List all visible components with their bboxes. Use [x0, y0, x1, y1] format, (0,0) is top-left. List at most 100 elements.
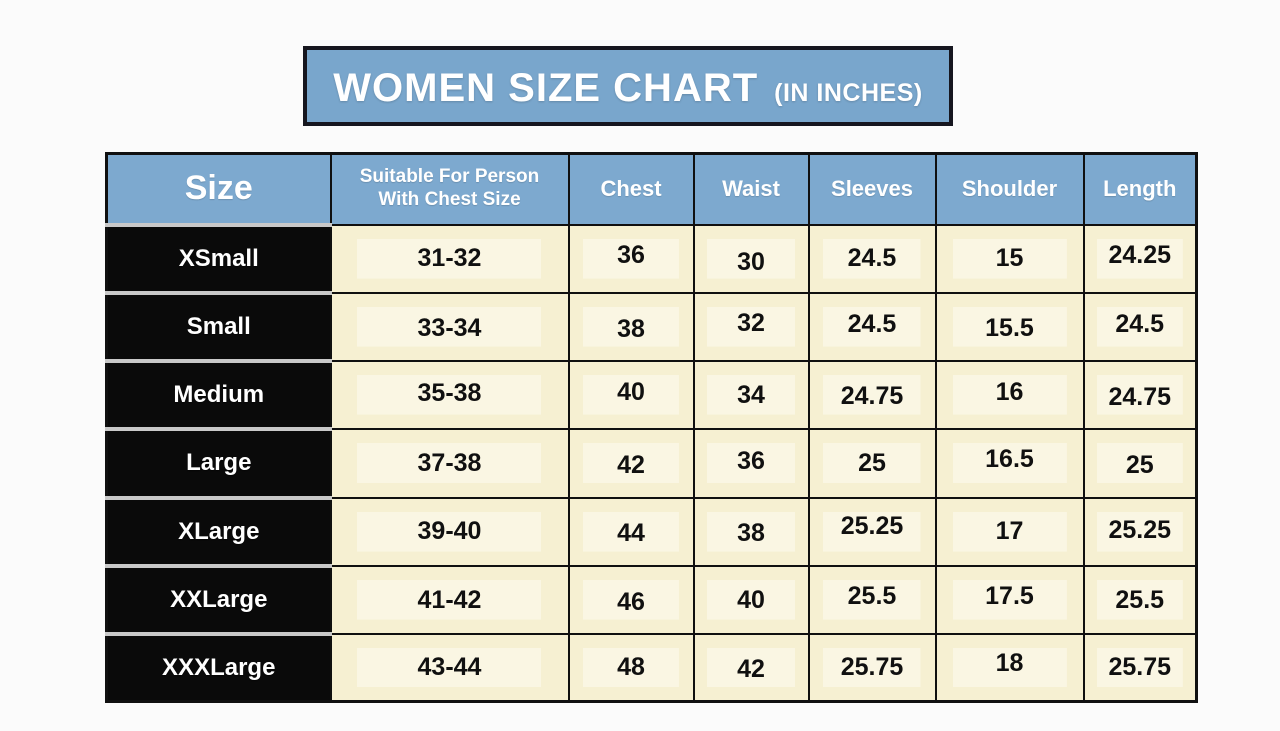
cell-value: 25.25 [840, 512, 904, 541]
cell-chest: 36 [567, 223, 695, 294]
cell-value: 24.5 [847, 310, 897, 339]
header-row: Size Suitable For Person With Chest Size… [105, 152, 1198, 226]
cell-waist: 38 [692, 496, 810, 567]
cell-length: 24.25 [1082, 223, 1198, 294]
size-chart-table: Size Suitable For Person With Chest Size… [105, 152, 1198, 703]
cell-shoulder: 17.5 [934, 564, 1085, 636]
size-label: Small [186, 312, 251, 340]
cell-value: 41-42 [417, 585, 482, 614]
cell-sleeves: 25.25 [807, 496, 937, 567]
cell-suitable: 43-44 [329, 633, 570, 703]
cell-value: 25 [1125, 450, 1154, 479]
table-row-xlarge: XLarge 39-40 44 38 25.25 17 25.25 [105, 495, 1198, 567]
cell-value: 42 [617, 450, 645, 479]
cell-value: 39-40 [417, 517, 482, 546]
cell-value: 38 [617, 315, 645, 344]
column-header-label: Chest [600, 176, 662, 202]
cell-value: 25.5 [847, 581, 897, 610]
size-label-cell: XLarge [105, 495, 332, 567]
column-header-waist: Waist [692, 152, 810, 226]
cell-sleeves: 24.5 [807, 223, 937, 294]
cell-shoulder: 17 [934, 496, 1085, 567]
chart-title-banner: WOMEN SIZE CHART (IN INCHES) [303, 46, 953, 126]
cell-value: 48 [617, 653, 645, 682]
cell-suitable: 35-38 [329, 360, 570, 431]
cell-chest: 38 [567, 291, 695, 363]
size-label: Large [186, 449, 252, 477]
cell-chest: 44 [567, 496, 695, 567]
cell-value: 32 [737, 309, 765, 338]
size-label-cell: Small [105, 290, 332, 363]
chart-title-units: (IN INCHES) [774, 79, 923, 107]
table-row-xxlarge: XXLarge 41-42 46 40 25.5 17.5 25.5 [105, 563, 1198, 636]
table-row-xsmall: XSmall 31-32 36 30 24.5 15 24.25 [105, 222, 1198, 294]
cell-suitable: 39-40 [329, 496, 570, 567]
cell-suitable: 31-32 [329, 223, 570, 294]
cell-sleeves: 25.5 [807, 564, 937, 636]
cell-value: 24.5 [1115, 310, 1165, 339]
column-header-label: Length [1103, 176, 1177, 202]
cell-suitable: 41-42 [329, 564, 570, 636]
column-header-label: Size [184, 169, 253, 208]
cell-waist: 32 [692, 291, 810, 363]
column-header-suitable: Suitable For Person With Chest Size [329, 152, 570, 226]
cell-shoulder: 18 [934, 633, 1085, 703]
column-header-length: Length [1082, 152, 1198, 226]
cell-value: 36 [617, 241, 645, 270]
cell-value: 25 [858, 448, 886, 477]
column-header-label: Sleeves [831, 176, 913, 202]
cell-chest: 46 [567, 564, 695, 636]
table-row-small: Small 33-34 38 32 24.5 15.5 24.5 [105, 290, 1198, 363]
cell-sleeves: 24.75 [807, 360, 937, 431]
cell-chest: 42 [567, 428, 695, 499]
cell-length: 25.25 [1082, 496, 1198, 567]
cell-value: 42 [737, 655, 765, 684]
cell-value: 40 [617, 377, 645, 406]
cell-chest: 40 [567, 360, 695, 431]
cell-value: 34 [737, 380, 765, 409]
cell-value: 16.5 [985, 444, 1034, 473]
cell-value: 43-44 [417, 653, 482, 682]
cell-value: 40 [737, 585, 765, 614]
column-header-label: Suitable For Person With Chest Size [359, 166, 540, 211]
column-header-size: Size [105, 152, 332, 226]
table-row-large: Large 37-38 42 36 25 16.5 25 [105, 427, 1198, 499]
size-label: Medium [173, 381, 265, 409]
cell-waist: 36 [692, 428, 810, 499]
cell-value: 25.75 [1108, 653, 1172, 682]
size-label-cell: XSmall [105, 222, 332, 294]
cell-shoulder: 15.5 [934, 291, 1085, 363]
size-label: XXLarge [170, 586, 268, 614]
cell-value: 46 [617, 587, 645, 616]
cell-value: 37-38 [417, 448, 482, 477]
cell-length: 25 [1082, 428, 1198, 499]
cell-value: 33-34 [417, 314, 482, 343]
cell-length: 25.5 [1082, 564, 1198, 636]
cell-value: 17 [995, 517, 1024, 546]
size-label-cell: Medium [105, 359, 332, 431]
cell-chest: 48 [567, 633, 695, 703]
cell-value: 17.5 [985, 581, 1034, 610]
cell-shoulder: 15 [934, 223, 1085, 294]
cell-value: 15 [995, 244, 1024, 273]
column-header-shoulder: Shoulder [934, 152, 1085, 226]
cell-value: 15.5 [985, 314, 1034, 343]
cell-value: 36 [737, 446, 765, 475]
cell-length: 24.75 [1082, 360, 1198, 431]
cell-shoulder: 16 [934, 360, 1085, 431]
cell-value: 25.5 [1115, 585, 1165, 614]
column-header-sleeves: Sleeves [807, 152, 937, 226]
cell-length: 24.5 [1082, 291, 1198, 363]
cell-value: 44 [617, 519, 645, 548]
cell-value: 18 [995, 649, 1024, 678]
size-label: XLarge [178, 517, 260, 545]
cell-shoulder: 16.5 [934, 428, 1085, 499]
cell-waist: 34 [692, 360, 810, 431]
chart-title: WOMEN SIZE CHART [333, 66, 759, 110]
cell-suitable: 37-38 [329, 428, 570, 499]
cell-sleeves: 24.5 [807, 291, 937, 363]
cell-value: 24.75 [1108, 382, 1172, 411]
size-label-cell: XXXLarge [105, 632, 332, 703]
cell-value: 25.25 [1108, 516, 1172, 545]
